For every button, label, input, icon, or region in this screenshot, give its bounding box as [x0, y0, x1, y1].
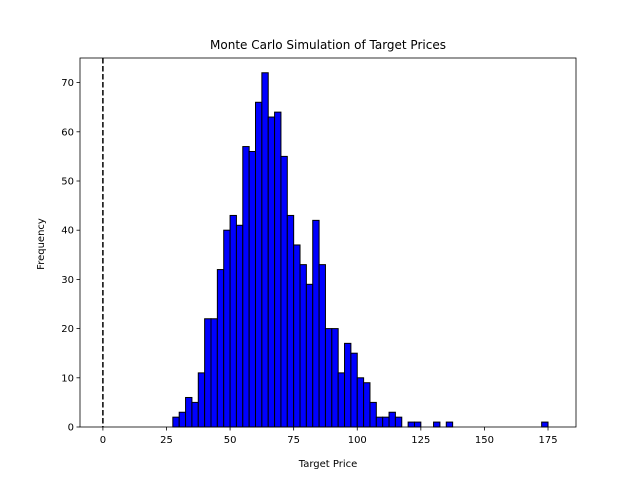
histogram-bar — [204, 318, 212, 428]
y-tick-label: 10 — [61, 373, 74, 384]
histogram-bar — [223, 229, 231, 428]
y-axis-ticks: 0 10 20 30 40 50 60 70 — [61, 78, 80, 434]
y-tick-label: 50 — [61, 177, 74, 188]
histogram-bar — [280, 155, 288, 428]
histogram-bar — [191, 401, 199, 428]
plot-frame — [79, 57, 577, 428]
histogram-bar — [267, 116, 276, 428]
x-tick-label: 50 — [224, 435, 237, 446]
histogram-bar — [445, 421, 454, 428]
histogram-bar — [216, 269, 225, 428]
y-tick-label: 0 — [68, 423, 74, 434]
histogram-bar — [274, 111, 282, 428]
histogram-bar — [394, 416, 403, 428]
x-axis-title: Target Price — [298, 459, 358, 470]
histogram-bar — [255, 101, 263, 428]
y-axis-title: Frequency — [36, 218, 47, 270]
histogram-bar — [261, 72, 269, 428]
histogram-bar — [356, 377, 365, 428]
y-tick-label: 20 — [61, 324, 74, 335]
histogram-bar — [541, 421, 549, 428]
x-tick-label: 175 — [538, 435, 557, 446]
histogram-bar — [235, 224, 244, 428]
y-tick-label: 70 — [61, 78, 74, 89]
histogram-bar — [172, 416, 180, 428]
histogram-bar — [210, 318, 218, 428]
x-tick-label: 0 — [100, 435, 106, 446]
x-tick-label: 150 — [475, 435, 494, 446]
chart-title: Monte Carlo Simulation of Target Prices — [210, 38, 446, 52]
histogram-bar — [293, 244, 301, 428]
x-tick-label: 125 — [411, 435, 430, 446]
histogram-bar — [242, 146, 250, 428]
y-tick-label: 60 — [61, 127, 74, 138]
histogram-bar — [388, 411, 396, 428]
histogram-bar — [286, 214, 295, 428]
histogram-bar — [305, 283, 314, 428]
histogram-bar — [363, 382, 371, 428]
histogram-bar — [413, 421, 422, 428]
histogram-bar — [350, 352, 358, 428]
histogram-bar — [344, 342, 352, 428]
histogram-bar — [248, 150, 257, 428]
histogram-bar — [178, 411, 187, 428]
histogram-bar — [299, 264, 307, 428]
histogram-bar — [337, 372, 346, 428]
x-tick-label: 75 — [287, 435, 300, 446]
histogram-bar — [324, 328, 333, 428]
histogram-bar — [229, 214, 237, 428]
histogram-bar — [382, 416, 390, 428]
histogram-bar — [375, 416, 384, 428]
x-tick-label: 25 — [160, 435, 173, 446]
histogram-bar — [312, 219, 320, 428]
histogram-bar — [197, 372, 206, 428]
histogram-bar — [369, 401, 377, 428]
histogram-bar — [407, 421, 415, 428]
y-tick-label: 30 — [61, 275, 74, 286]
histogram-bar — [185, 396, 193, 428]
x-tick-label: 100 — [348, 435, 367, 446]
histogram-bar — [318, 264, 326, 428]
histogram-bar — [331, 328, 339, 428]
y-tick-label: 40 — [61, 226, 74, 237]
histogram-bar — [433, 421, 441, 428]
x-axis-ticks: 0 25 50 75 100 125 150 175 — [100, 427, 558, 446]
